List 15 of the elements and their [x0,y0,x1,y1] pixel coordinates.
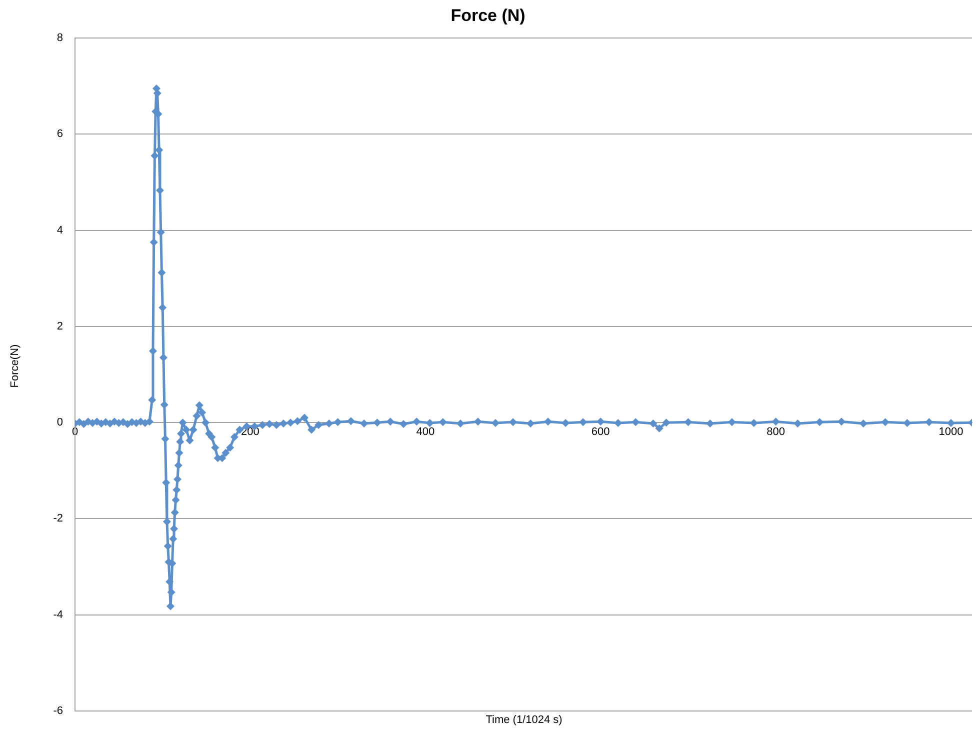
x-tick-label: 800 [766,426,785,438]
chart-title: Force (N) [450,6,526,26]
y-tick-label: -2 [53,512,63,525]
y-tick-label: 0 [56,416,63,429]
y-tick-label: 4 [56,224,63,236]
y-tick-label: -4 [53,608,63,621]
y-tick-label: 6 [56,128,63,140]
x-tick-label: 600 [591,426,610,438]
x-axis-title: Time (1/1024 s) [484,714,564,726]
y-tick-label: -6 [53,705,63,718]
y-tick-label: 2 [56,320,63,332]
y-tick-label: 8 [56,32,63,44]
x-tick-label: 400 [416,426,435,438]
y-axis-title: Force(N) [9,343,21,390]
x-tick-label: 1000 [938,426,964,438]
